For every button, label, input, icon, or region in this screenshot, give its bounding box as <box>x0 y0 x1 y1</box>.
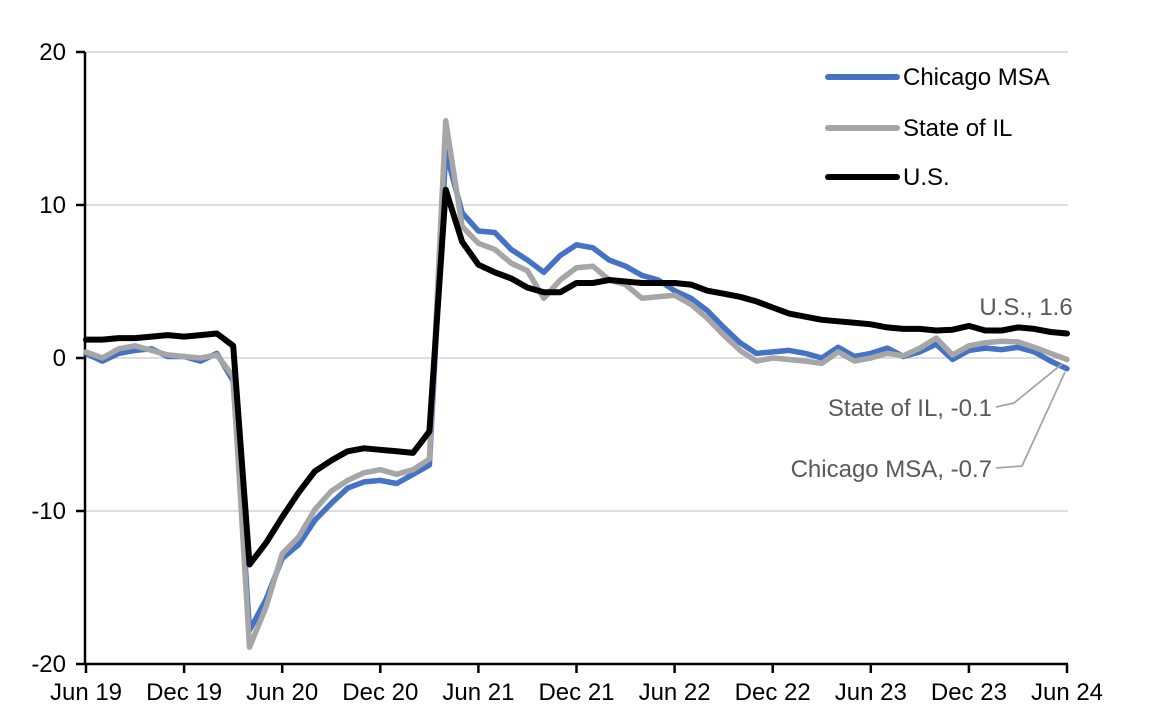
x-tick-label-3: Dec 20 <box>342 679 418 706</box>
x-tick-label-2: Jun 20 <box>246 679 318 706</box>
x-tick-label-6: Jun 22 <box>639 679 711 706</box>
series-line-u-s- <box>83 186 1070 568</box>
legend: Chicago MSA State of IL U.S. <box>825 64 1050 191</box>
leader-line-chicago-msa <box>995 371 1066 469</box>
x-tick-label-4: Jun 21 <box>442 679 514 706</box>
x-tick-label-0: Jun 19 <box>50 679 122 706</box>
x-tick-label-7: Dec 22 <box>735 679 811 706</box>
x-tick-label-8: Jun 23 <box>835 679 907 706</box>
legend-label-state-of-il: State of IL <box>903 115 1012 142</box>
y-tick-label-0: 0 <box>53 345 66 372</box>
y-tick-label--20: -20 <box>31 651 66 678</box>
legend-label-us: U.S. <box>903 164 950 191</box>
annotations: U.S., 1.6 State of IL, -0.1 Chicago MSA,… <box>791 294 1073 483</box>
annotation-us: U.S., 1.6 <box>979 294 1072 321</box>
x-tick-label-10: Jun 24 <box>1031 679 1103 706</box>
y-tick-label-10: 10 <box>39 192 66 219</box>
annotation-chicago-msa: Chicago MSA, -0.7 <box>791 456 992 483</box>
x-tick-label-1: Dec 19 <box>146 679 222 706</box>
y-tick-label-20: 20 <box>39 39 66 66</box>
series-line-state-of-il <box>83 118 1070 650</box>
x-tick-label-9: Dec 23 <box>931 679 1007 706</box>
leader-line-state-of-il <box>995 363 1063 408</box>
legend-label-chicago-msa: Chicago MSA <box>903 64 1050 91</box>
x-tick-label-5: Dec 21 <box>538 679 614 706</box>
gridlines <box>85 51 1068 512</box>
series-lines <box>83 118 1070 650</box>
annotation-state-of-il: State of IL, -0.1 <box>828 395 992 422</box>
y-tick-label--10: -10 <box>31 498 66 525</box>
